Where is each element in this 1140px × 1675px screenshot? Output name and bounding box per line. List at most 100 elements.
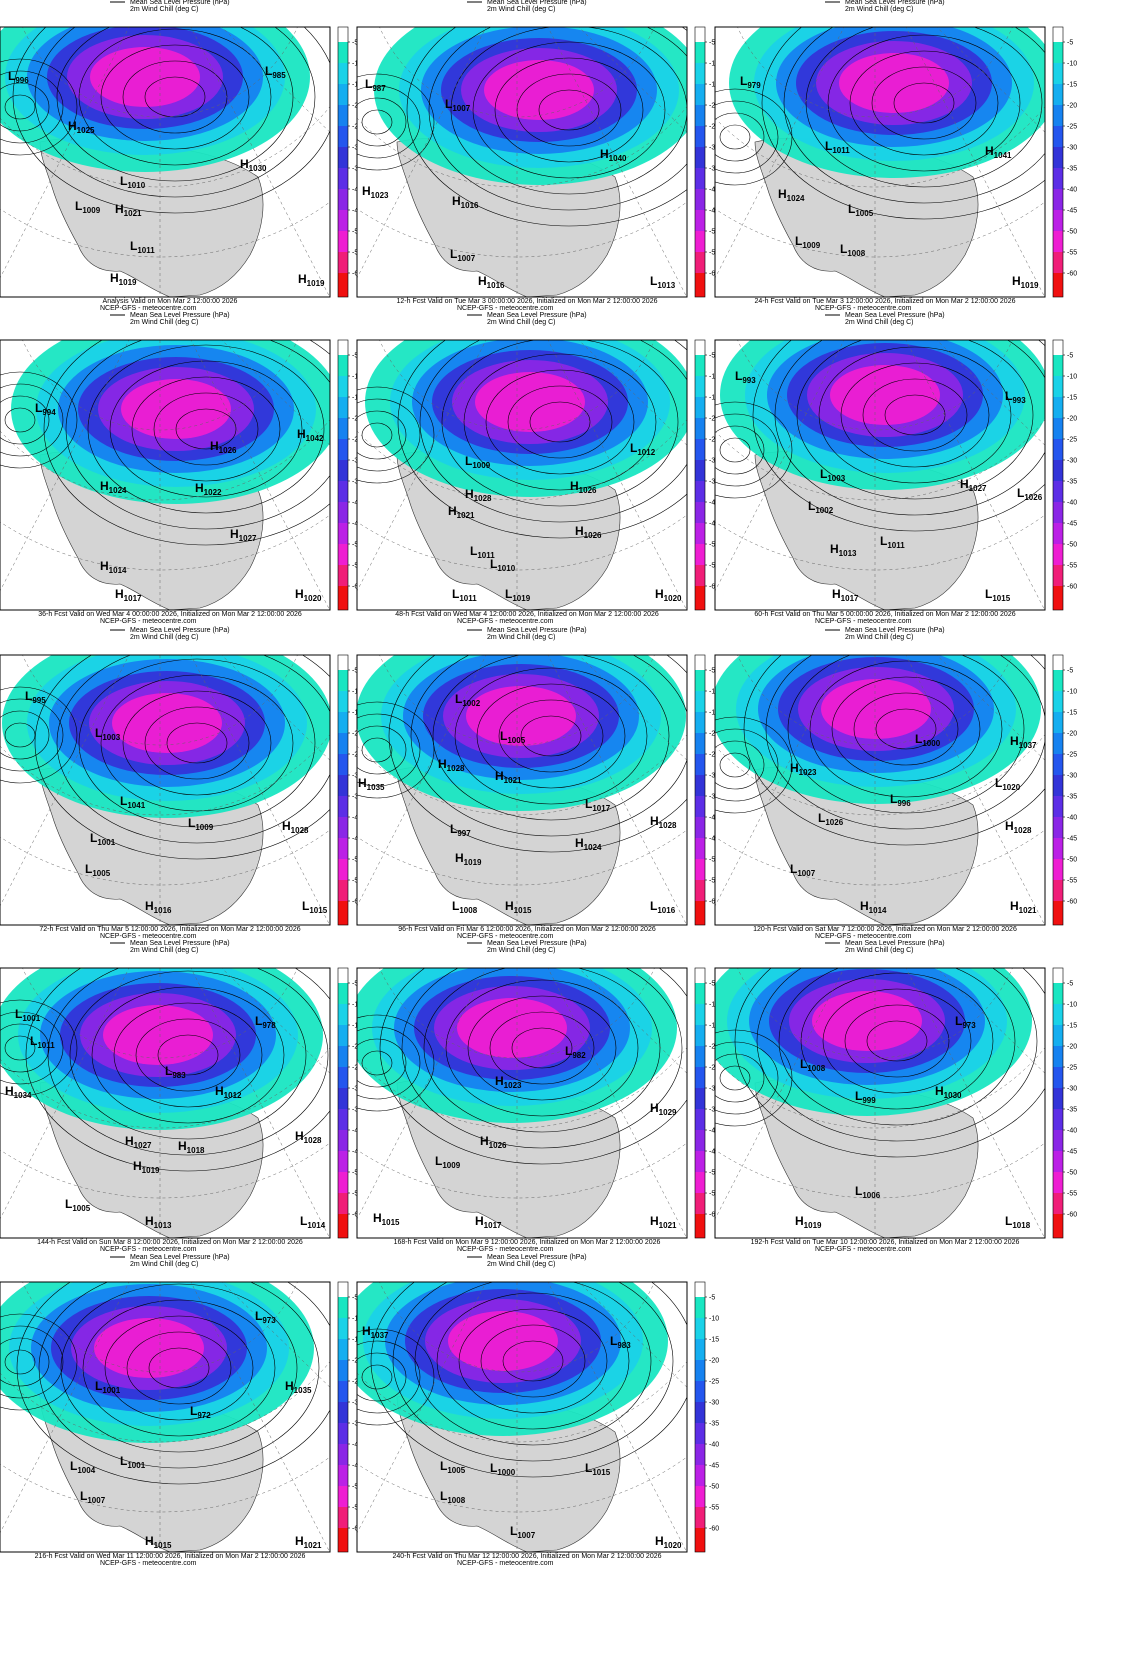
colorbar-band — [1053, 439, 1063, 460]
isobar — [507, 385, 613, 459]
colorbar-band — [1053, 1046, 1063, 1067]
colorbar-label: -40 — [709, 500, 719, 507]
isobar — [480, 1324, 586, 1398]
isobar — [397, 340, 687, 539]
colorbar-band — [338, 983, 348, 1004]
colorbar-band — [695, 1528, 705, 1552]
colorbar-label: -5 — [352, 353, 358, 360]
center-letter: H — [452, 194, 461, 208]
colorbar-band — [1053, 252, 1063, 273]
colorbar-band — [338, 1528, 348, 1552]
isobar — [0, 698, 64, 772]
center-value: 1014 — [109, 566, 127, 575]
map-frame — [0, 967, 331, 1239]
center-value: 1021 — [1019, 906, 1037, 915]
center-value: 1023 — [504, 1081, 522, 1090]
colorbar-band — [338, 340, 348, 355]
center-value: 1011 — [832, 146, 850, 155]
pressure-center: L997 — [450, 822, 471, 838]
pressure-center: L1007 — [80, 1489, 106, 1505]
colorbar-label: -40 — [709, 815, 719, 822]
center-letter: H — [110, 271, 119, 285]
pressure-center: H1029 — [650, 1101, 677, 1117]
colorbar-band — [338, 1193, 348, 1214]
isobar — [538, 89, 600, 131]
center-letter: L — [735, 369, 742, 383]
colorbar-frame — [694, 967, 706, 1239]
colorbar-label: -60 — [1067, 584, 1077, 591]
legend-pressure: Mean Sea Level Pressure (hPa) — [845, 312, 945, 319]
pressure-center: L1004 — [70, 1459, 96, 1475]
pressure-center: L1005 — [848, 202, 874, 218]
center-value: 1000 — [922, 739, 940, 748]
center-value: 1019 — [512, 594, 530, 603]
colorbar-label: -35 — [1067, 479, 1077, 486]
pressure-center: L1005 — [65, 1197, 91, 1213]
colorbar-label: -55 — [709, 878, 719, 885]
map-frame — [0, 26, 331, 298]
colorbar-band — [338, 1282, 348, 1297]
pressure-center: H1023 — [495, 1074, 522, 1090]
legend-wind-chill: 2m Wind Chill (deg C) — [845, 947, 913, 954]
legend-wind-chill: 2m Wind Chill (deg C) — [845, 634, 913, 641]
center-value: 993 — [1012, 396, 1026, 405]
center-value: 1021 — [124, 209, 142, 218]
center-letter: L — [300, 1214, 307, 1228]
isobar — [884, 394, 946, 436]
pressure-center: H1027 — [125, 1134, 152, 1150]
isobar — [529, 401, 591, 443]
colorbar-band — [338, 126, 348, 147]
center-value: 973 — [962, 1021, 976, 1030]
caption: 12-h Fcst Valid on Tue Mar 3 00:00:00 20… — [397, 298, 658, 305]
center-value: 1009 — [82, 206, 100, 215]
map-frame — [356, 1281, 688, 1553]
colorbar-band — [1053, 126, 1063, 147]
wind-chill-area — [94, 1318, 204, 1378]
center-letter: H — [240, 157, 249, 171]
colorbar-label: -60 — [709, 1212, 719, 1219]
pressure-center: H1023 — [362, 184, 389, 200]
colorbar-band — [695, 691, 705, 712]
source: NCEP-GFS - meteocentre.com — [100, 305, 197, 312]
center-value: 1015 — [592, 1468, 610, 1477]
center-letter: H — [145, 1214, 154, 1228]
center-value: 1026 — [825, 818, 843, 827]
isobar — [463, 353, 657, 491]
colorbar-label: -15 — [1067, 82, 1077, 89]
isobar — [361, 1050, 393, 1076]
legend-pressure: Mean Sea Level Pressure (hPa) — [487, 940, 587, 947]
colorbar-band — [695, 189, 705, 210]
center-letter: L — [302, 899, 309, 913]
colorbar-band — [338, 418, 348, 439]
center-value: 1028 — [1014, 826, 1032, 835]
center-letter: L — [820, 467, 827, 481]
colorbar-label: -25 — [709, 1379, 719, 1386]
isobar — [0, 1011, 64, 1085]
center-letter: L — [120, 794, 127, 808]
center-letter: L — [165, 1064, 172, 1078]
colorbar-label: -55 — [1067, 878, 1077, 885]
colorbar-band — [338, 586, 348, 610]
map — [715, 968, 1045, 1238]
source: NCEP-GFS - meteocentre.com — [457, 933, 554, 940]
center-value: 985 — [272, 71, 286, 80]
pressure-center: L1026 — [1017, 486, 1043, 502]
center-value: 1041 — [994, 151, 1012, 160]
center-value: 983 — [172, 1071, 186, 1080]
colorbar-band — [695, 27, 705, 42]
colorbar-band — [1053, 1004, 1063, 1025]
center-letter: H — [133, 1159, 142, 1173]
center-letter: L — [120, 1454, 127, 1468]
isobar — [0, 383, 64, 457]
colorbar-band — [338, 565, 348, 586]
isobar — [719, 1065, 751, 1091]
pressure-center: L979 — [740, 74, 761, 90]
colorbar-band — [695, 1318, 705, 1339]
pressure-center: L1009 — [188, 816, 214, 832]
isobar — [476, 683, 626, 789]
colorbar-label: -45 — [709, 521, 719, 528]
center-letter: L — [848, 202, 855, 216]
center-letter: L — [490, 1461, 497, 1475]
center-letter: L — [790, 862, 797, 876]
